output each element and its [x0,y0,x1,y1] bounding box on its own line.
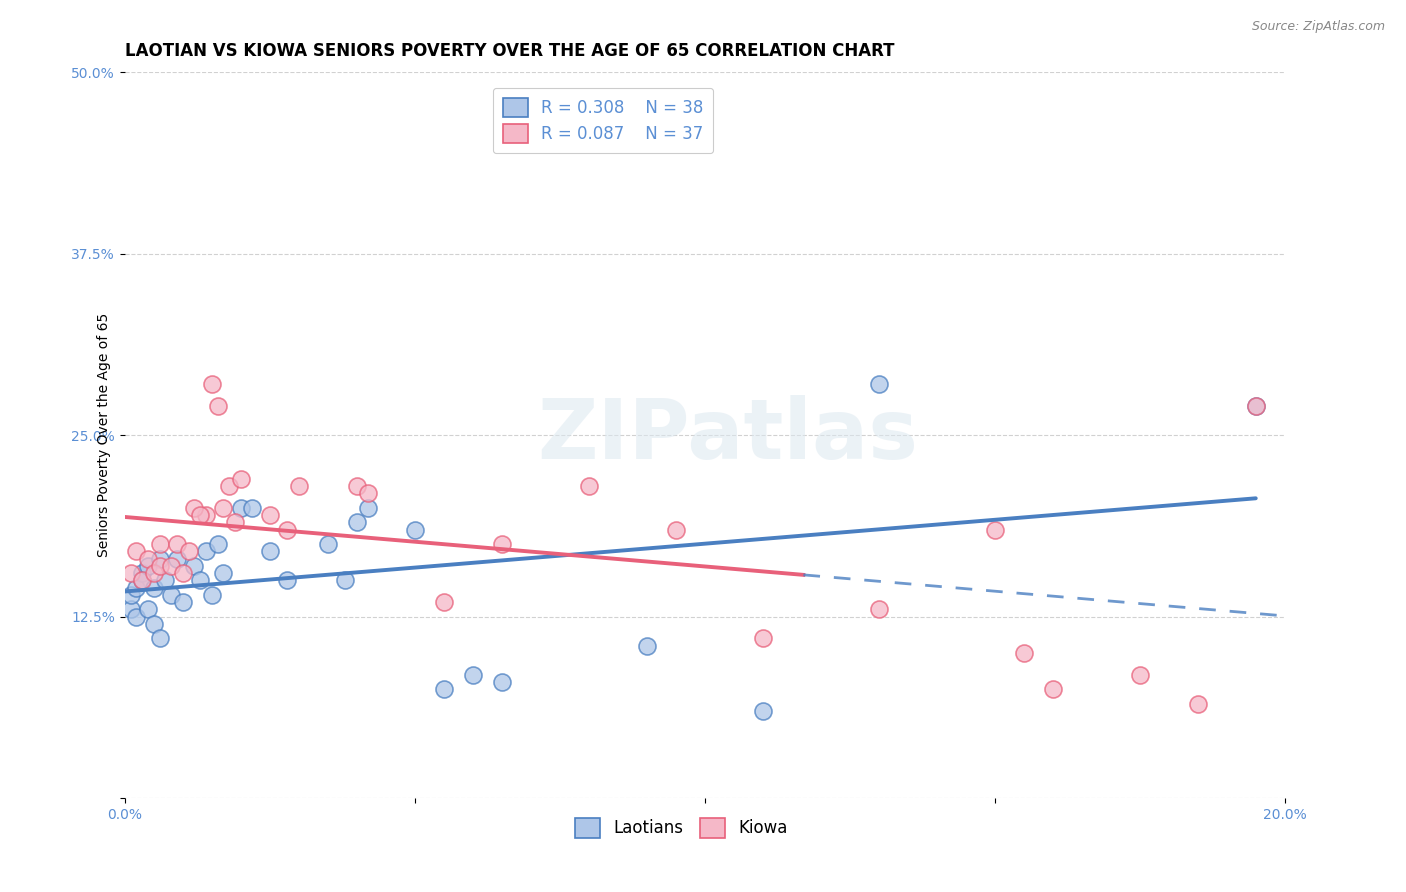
Point [276,523,298,537]
Point [433,682,456,697]
Point [136,558,159,573]
Point [142,617,165,632]
Point [357,486,380,500]
Point [1244,399,1267,413]
Point [125,581,148,595]
Point [142,581,165,595]
Point [155,574,177,588]
Point [752,704,775,718]
Point [131,574,153,588]
Text: LAOTIAN VS KIOWA SENIORS POVERTY OVER THE AGE OF 65 CORRELATION CHART: LAOTIAN VS KIOWA SENIORS POVERTY OVER TH… [125,42,894,60]
Point [224,516,246,530]
Point [578,479,600,493]
Point [125,609,148,624]
Point [172,566,194,581]
Point [288,479,311,493]
Point [346,479,368,493]
Point [636,639,658,653]
Point [149,551,172,566]
Point [665,523,688,537]
Point [1187,697,1209,711]
Point [207,537,229,551]
Point [120,588,142,602]
Point [195,544,218,558]
Point [131,574,153,588]
Point [491,537,513,551]
Point [201,377,224,392]
Point [212,566,235,581]
Text: ZIPatlas: ZIPatlas [537,395,918,475]
Point [461,667,484,681]
Text: Source: ZipAtlas.com: Source: ZipAtlas.com [1251,20,1385,33]
Point [149,537,172,551]
Point [404,523,426,537]
Point [984,523,1007,537]
Point [142,566,165,581]
Point [346,516,368,530]
Point [207,399,229,413]
Point [183,500,205,515]
Point [131,566,153,581]
Point [120,566,142,581]
Point [149,632,172,646]
Point [218,479,240,493]
Y-axis label: Seniors Poverty Over the Age of 65: Seniors Poverty Over the Age of 65 [97,313,111,558]
Point [195,508,218,522]
Point [229,500,252,515]
Point [259,508,281,522]
Point [136,602,159,616]
Point [177,544,200,558]
Legend: Laotians, Kiowa: Laotians, Kiowa [568,812,794,844]
Point [752,632,775,646]
Point [1012,646,1035,660]
Point [335,574,357,588]
Point [160,558,183,573]
Point [120,602,142,616]
Point [433,595,456,609]
Point [868,377,890,392]
Point [357,500,380,515]
Point [1244,399,1267,413]
Point [166,551,188,566]
Point [242,500,264,515]
Point [491,675,513,690]
Point [125,544,148,558]
Point [188,508,211,522]
Point [166,537,188,551]
Point [276,574,298,588]
Point [1042,682,1064,697]
Point [229,472,252,486]
Point [1129,667,1152,681]
Point [149,558,172,573]
Point [316,537,339,551]
Point [160,588,183,602]
Point [188,574,211,588]
Point [136,551,159,566]
Point [868,602,890,616]
Point [212,500,235,515]
Point [201,588,224,602]
Point [259,544,281,558]
Point [172,595,194,609]
Point [183,558,205,573]
